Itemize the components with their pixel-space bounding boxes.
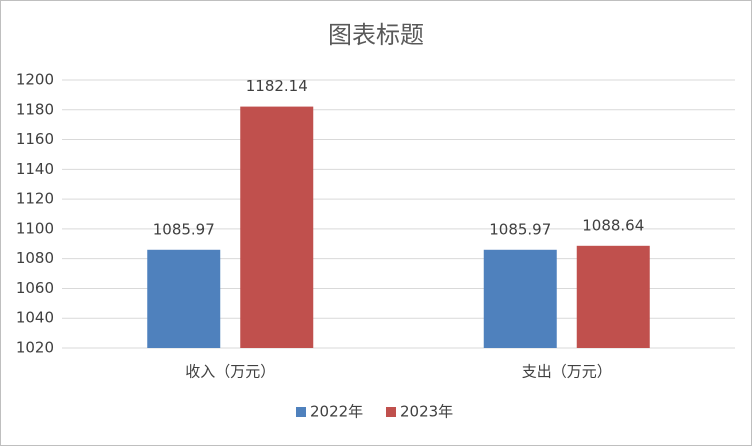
legend-swatch (296, 407, 306, 417)
y-tick-label: 1120 (16, 190, 54, 208)
value-label: 1085.97 (489, 220, 551, 238)
y-tick-label: 1020 (16, 339, 54, 357)
y-tick-label: 1180 (16, 100, 54, 118)
value-label: 1182.14 (246, 77, 308, 95)
bar (483, 249, 557, 348)
bar (147, 249, 221, 348)
legend-swatch (386, 407, 396, 417)
legend-label: 2022年 (310, 403, 363, 421)
y-tick-label: 1160 (16, 130, 54, 148)
bar (576, 245, 650, 348)
y-tick-label: 1200 (16, 71, 54, 89)
y-tick-label: 1060 (16, 279, 54, 297)
x-tick-label: 收入（万元） (185, 363, 275, 381)
y-tick-label: 1100 (16, 219, 54, 237)
chart-title: 图表标题 (328, 21, 424, 49)
y-tick-label: 1040 (16, 309, 54, 327)
y-tick-label: 1080 (16, 249, 54, 267)
legend-label: 2023年 (400, 403, 453, 421)
value-label: 1088.64 (582, 216, 644, 234)
value-label: 1085.97 (153, 220, 215, 238)
x-tick-label: 支出（万元） (522, 363, 612, 381)
bar (240, 106, 314, 348)
y-tick-label: 1140 (16, 160, 54, 178)
